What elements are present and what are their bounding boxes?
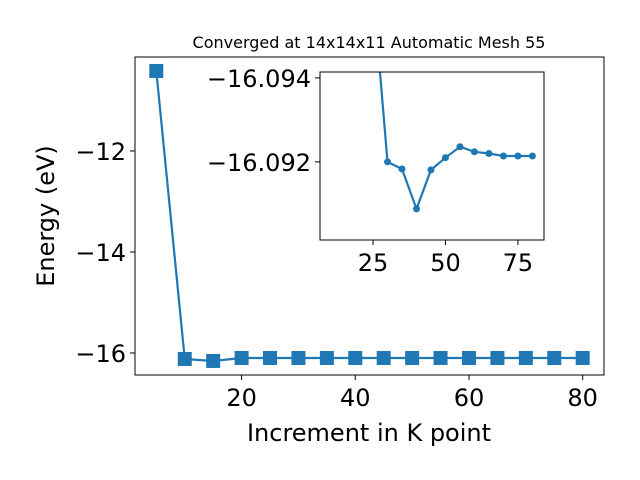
axes-frame — [134, 56, 605, 376]
data-point — [206, 353, 221, 368]
x-tick-label: 60 — [454, 384, 485, 412]
data-point — [263, 350, 278, 365]
data-point — [149, 63, 164, 78]
data-point — [461, 350, 476, 365]
y-axis-label: Energy (eV) — [32, 145, 60, 287]
x-axis-label: Increment in K point — [247, 419, 491, 447]
x-tick-label: 25 — [358, 249, 389, 277]
series-line — [155, 70, 583, 363]
data-point — [499, 152, 507, 160]
data-point — [405, 350, 420, 365]
axes-frame — [319, 71, 545, 241]
y-tick-label: −14 — [75, 239, 126, 267]
data-point — [514, 152, 522, 160]
x-tick-label: 80 — [567, 384, 598, 412]
data-point — [485, 149, 493, 157]
y-tick-label: −12 — [75, 138, 126, 166]
x-tick-label: 40 — [340, 384, 371, 412]
plot-area — [378, 72, 536, 213]
data-point — [547, 350, 562, 365]
data-point — [441, 154, 449, 162]
data-point — [427, 166, 435, 174]
data-point — [490, 350, 505, 365]
data-point — [234, 350, 249, 365]
y-tick-label: −16.092 — [207, 149, 311, 177]
data-point — [412, 205, 420, 213]
x-tick-label: 20 — [226, 384, 257, 412]
data-point — [518, 350, 533, 365]
data-point — [384, 158, 392, 166]
y-tick-label: −16.094 — [207, 65, 311, 93]
data-point — [177, 351, 192, 366]
data-point — [575, 350, 590, 365]
data-point — [470, 148, 478, 156]
data-point — [528, 152, 536, 160]
x-tick-label: 50 — [430, 249, 461, 277]
data-point — [319, 350, 334, 365]
plot-area — [149, 63, 590, 368]
data-point — [398, 165, 406, 173]
data-point — [433, 350, 448, 365]
chart-title: Converged at 14x14x11 Automatic Mesh 55 — [193, 33, 546, 52]
x-tick-label: 75 — [503, 249, 534, 277]
data-point — [376, 350, 391, 365]
data-point — [456, 143, 464, 151]
data-point — [291, 350, 306, 365]
data-point — [348, 350, 363, 365]
y-tick-label: −16 — [75, 340, 126, 368]
